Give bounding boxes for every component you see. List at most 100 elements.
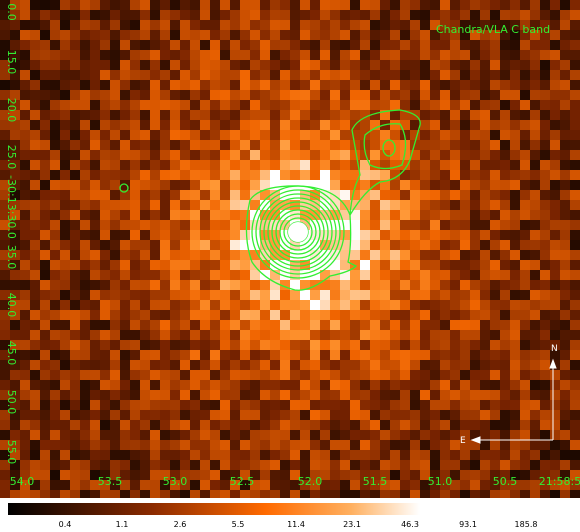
pixel bbox=[20, 160, 30, 170]
pixel bbox=[550, 220, 560, 230]
pixel bbox=[330, 260, 340, 270]
pixel bbox=[380, 430, 390, 440]
pixel bbox=[410, 230, 420, 240]
pixel bbox=[400, 400, 410, 410]
pixel bbox=[560, 100, 570, 110]
pixel bbox=[210, 100, 220, 110]
pixel bbox=[80, 60, 90, 70]
pixel bbox=[290, 400, 300, 410]
pixel bbox=[420, 420, 430, 430]
pixel bbox=[360, 430, 370, 440]
pixel bbox=[30, 100, 40, 110]
pixel bbox=[180, 340, 190, 350]
pixel bbox=[200, 110, 210, 120]
pixel bbox=[140, 370, 150, 380]
pixel bbox=[410, 70, 420, 80]
pixel bbox=[270, 410, 280, 420]
pixel bbox=[20, 360, 30, 370]
pixel bbox=[90, 110, 100, 120]
pixel bbox=[330, 280, 340, 290]
pixel bbox=[520, 460, 530, 470]
pixel bbox=[130, 230, 140, 240]
colorbar-label: 0.4 bbox=[59, 520, 72, 529]
pixel bbox=[180, 20, 190, 30]
pixel bbox=[530, 230, 540, 240]
pixel bbox=[30, 390, 40, 400]
pixel bbox=[320, 300, 330, 310]
pixel bbox=[210, 280, 220, 290]
pixel bbox=[560, 290, 570, 300]
pixel bbox=[550, 270, 560, 280]
pixel bbox=[190, 180, 200, 190]
pixel bbox=[210, 80, 220, 90]
pixel bbox=[420, 70, 430, 80]
pixel bbox=[530, 110, 540, 120]
pixel bbox=[330, 370, 340, 380]
pixel bbox=[340, 410, 350, 420]
pixel bbox=[280, 0, 290, 10]
pixel bbox=[450, 240, 460, 250]
pixel bbox=[510, 70, 520, 80]
pixel bbox=[100, 50, 110, 60]
pixel bbox=[320, 410, 330, 420]
pixel bbox=[70, 390, 80, 400]
pixel bbox=[520, 60, 530, 70]
pixel bbox=[380, 260, 390, 270]
pixel bbox=[110, 450, 120, 460]
pixel bbox=[10, 270, 20, 280]
pixel bbox=[450, 390, 460, 400]
pixel bbox=[170, 250, 180, 260]
pixel bbox=[150, 60, 160, 70]
pixel bbox=[100, 350, 110, 360]
pixel bbox=[90, 100, 100, 110]
pixel bbox=[220, 10, 230, 20]
pixel bbox=[470, 200, 480, 210]
pixel bbox=[320, 430, 330, 440]
pixel bbox=[440, 310, 450, 320]
pixel bbox=[470, 320, 480, 330]
pixel bbox=[380, 300, 390, 310]
pixel bbox=[520, 450, 530, 460]
pixel bbox=[290, 20, 300, 30]
pixel bbox=[330, 90, 340, 100]
pixel bbox=[510, 200, 520, 210]
pixel bbox=[400, 190, 410, 200]
pixel bbox=[490, 0, 500, 10]
pixel bbox=[230, 120, 240, 130]
pixel bbox=[80, 100, 90, 110]
pixel bbox=[480, 110, 490, 120]
pixel bbox=[220, 340, 230, 350]
pixel bbox=[40, 270, 50, 280]
pixel bbox=[350, 0, 360, 10]
pixel bbox=[340, 470, 350, 480]
pixel bbox=[60, 200, 70, 210]
pixel bbox=[100, 230, 110, 240]
pixel bbox=[180, 360, 190, 370]
pixel bbox=[260, 380, 270, 390]
pixel bbox=[470, 390, 480, 400]
pixel bbox=[270, 20, 280, 30]
pixel bbox=[500, 80, 510, 90]
pixel bbox=[130, 480, 140, 490]
pixel bbox=[300, 380, 310, 390]
pixel bbox=[200, 370, 210, 380]
pixel bbox=[90, 130, 100, 140]
pixel bbox=[300, 340, 310, 350]
pixel bbox=[70, 130, 80, 140]
pixel bbox=[470, 230, 480, 240]
pixel bbox=[0, 20, 10, 30]
pixel bbox=[220, 470, 230, 480]
pixel bbox=[40, 350, 50, 360]
pixel bbox=[220, 240, 230, 250]
pixel bbox=[370, 250, 380, 260]
pixel bbox=[440, 370, 450, 380]
pixel bbox=[570, 20, 580, 30]
pixel bbox=[360, 80, 370, 90]
pixel bbox=[150, 220, 160, 230]
pixel bbox=[120, 40, 130, 50]
pixel bbox=[220, 150, 230, 160]
pixel bbox=[480, 240, 490, 250]
pixel bbox=[570, 100, 580, 110]
pixel bbox=[180, 270, 190, 280]
pixel bbox=[410, 380, 420, 390]
